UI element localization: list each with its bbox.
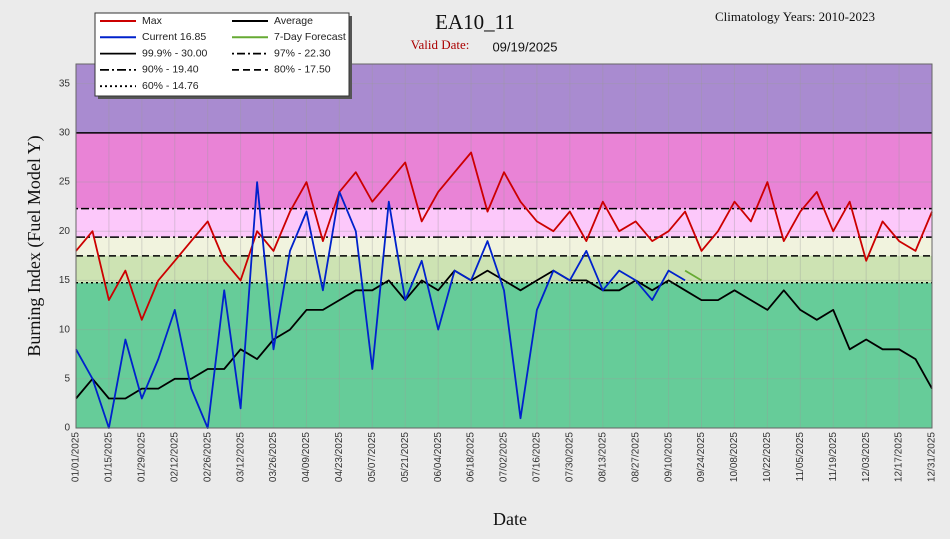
x-tick-label: 03/26/2025 bbox=[268, 432, 279, 482]
series-line bbox=[75, 269, 933, 400]
y-tick-label: 30 bbox=[59, 128, 71, 139]
legend: Max Average Current 16.85 7-Day Forecast 99.… bbox=[94, 12, 352, 99]
x-tick-label: 06/18/2025 bbox=[466, 432, 477, 482]
y-tick-label: 20 bbox=[59, 226, 71, 237]
y-tick-label: 5 bbox=[64, 373, 70, 384]
legend-label: Max bbox=[142, 15, 163, 27]
x-tick-label: 01/29/2025 bbox=[136, 432, 147, 482]
y-axis-label: Burning Index (Fuel Model Y) bbox=[24, 135, 45, 356]
plot-border bbox=[75, 63, 933, 429]
x-tick-label: 12/31/2025 bbox=[927, 432, 938, 482]
x-tick-label: 12/17/2025 bbox=[894, 432, 905, 482]
band bbox=[76, 132, 932, 209]
legend-label: 99.9% - 30.00 bbox=[142, 47, 208, 59]
x-tick-label: 07/02/2025 bbox=[499, 432, 510, 482]
series-line bbox=[684, 269, 702, 282]
legend-label: 7-Day Forecast bbox=[274, 31, 346, 43]
x-tick-label: 07/30/2025 bbox=[564, 432, 575, 482]
y-tick-label: 15 bbox=[59, 275, 71, 286]
x-tick-label: 01/01/2025 bbox=[71, 432, 82, 482]
chart-title: EA10_11 bbox=[435, 10, 515, 34]
x-tick-label: 09/24/2025 bbox=[696, 432, 707, 482]
climatology: Climatology Years: 2010-2023 bbox=[715, 9, 875, 24]
y-tick-label: 0 bbox=[64, 423, 70, 434]
x-tick-label: 03/12/2025 bbox=[235, 432, 246, 482]
x-tick-label: 05/21/2025 bbox=[400, 432, 411, 482]
x-tick-label: 06/04/2025 bbox=[433, 432, 444, 482]
valid-date-label: Valid Date: bbox=[411, 37, 470, 52]
x-tick-label: 08/13/2025 bbox=[597, 432, 608, 482]
series-line bbox=[75, 181, 686, 429]
band bbox=[76, 255, 932, 283]
x-tick-label: 07/16/2025 bbox=[532, 432, 543, 482]
legend-label: 80% - 17.50 bbox=[274, 64, 331, 76]
x-tick-label: 10/08/2025 bbox=[729, 432, 740, 482]
x-tick-label: 11/19/2025 bbox=[828, 432, 839, 482]
legend-label: 90% - 19.40 bbox=[142, 64, 199, 76]
x-tick-label: 10/22/2025 bbox=[762, 432, 773, 482]
series-line bbox=[75, 151, 933, 321]
legend-label: Current 16.85 bbox=[142, 31, 206, 43]
x-tick-label: 12/03/2025 bbox=[861, 432, 872, 482]
legend-label: 60% - 14.76 bbox=[142, 80, 199, 92]
x-tick-label: 04/23/2025 bbox=[334, 432, 345, 482]
x-axis-label: Date bbox=[493, 509, 527, 529]
x-tick-label: 11/05/2025 bbox=[795, 432, 806, 482]
y-tick-label: 25 bbox=[59, 177, 71, 188]
x-tick-label: 04/09/2025 bbox=[301, 432, 312, 482]
x-tick-label: 02/26/2025 bbox=[202, 432, 213, 482]
x-tick-label: 09/10/2025 bbox=[663, 432, 674, 482]
x-tick-label: 05/07/2025 bbox=[367, 432, 378, 482]
y-tick-label: 35 bbox=[59, 78, 71, 89]
x-tick-label: 08/27/2025 bbox=[630, 432, 641, 482]
legend-box bbox=[94, 12, 350, 97]
legend-label: 97% - 22.30 bbox=[274, 47, 331, 59]
x-tick-label: 02/12/2025 bbox=[169, 432, 180, 482]
valid-date: 09/19/2025 bbox=[492, 39, 557, 54]
legend-label: Average bbox=[274, 15, 313, 27]
x-tick-label: 01/15/2025 bbox=[104, 432, 115, 482]
y-tick-label: 10 bbox=[59, 324, 71, 335]
band bbox=[76, 282, 932, 428]
